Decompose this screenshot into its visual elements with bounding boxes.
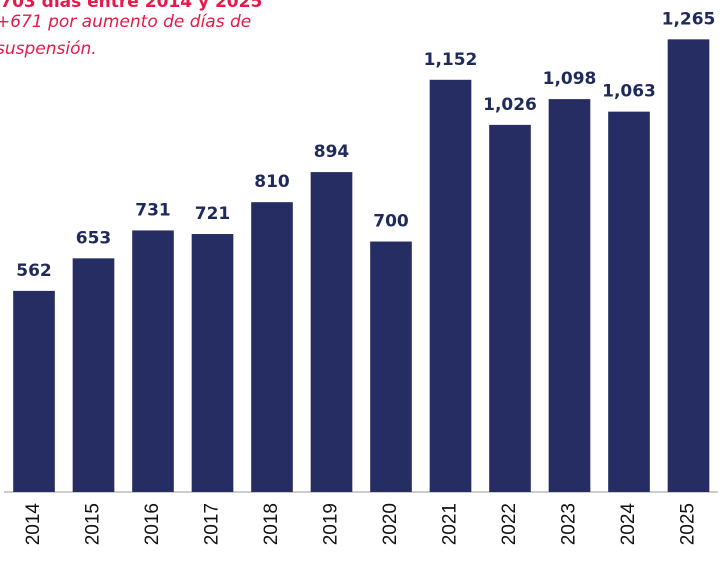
x-tick-label: 2018	[261, 503, 282, 545]
data-label: 1,063	[602, 82, 656, 102]
data-label: 1,098	[543, 69, 597, 89]
x-tick-label: 2022	[499, 503, 520, 545]
data-label: 1,026	[483, 95, 537, 115]
bar	[370, 241, 412, 492]
bar	[72, 258, 115, 492]
bar	[132, 230, 174, 492]
data-label: 700	[373, 212, 409, 232]
bar	[429, 79, 472, 492]
bar	[13, 290, 55, 492]
x-tick-label: 2019	[321, 503, 342, 545]
annotation: suspensión.	[0, 39, 97, 59]
bar	[251, 202, 293, 492]
data-label: 731	[135, 200, 171, 220]
bar	[608, 111, 650, 492]
data-label: 721	[195, 204, 231, 224]
x-tick-label: 2021	[440, 503, 461, 545]
annotation: +671 por aumento de días de	[0, 12, 251, 32]
data-label: 894	[314, 142, 350, 162]
x-tick-label: 2025	[678, 503, 699, 545]
x-tick-label: 2016	[142, 503, 163, 545]
bar	[667, 39, 710, 493]
bar	[548, 99, 591, 493]
data-label: 653	[76, 228, 112, 248]
annotation-headline: +703 días entre 2014 y 2025	[0, 0, 262, 12]
bar	[489, 124, 531, 493]
data-label: 562	[16, 261, 52, 281]
bar	[310, 172, 353, 493]
bar	[191, 234, 234, 492]
data-label: 1,265	[662, 9, 716, 29]
x-tick-label: 2020	[380, 503, 401, 545]
x-tick-label: 2015	[83, 503, 104, 545]
x-tick-label: 2023	[559, 503, 580, 545]
x-tick-label: 2017	[202, 503, 223, 545]
x-tick-label: 2024	[618, 503, 639, 546]
x-tick-label: 2014	[23, 503, 44, 546]
data-label: 810	[254, 172, 290, 192]
data-label: 1,152	[424, 50, 478, 70]
